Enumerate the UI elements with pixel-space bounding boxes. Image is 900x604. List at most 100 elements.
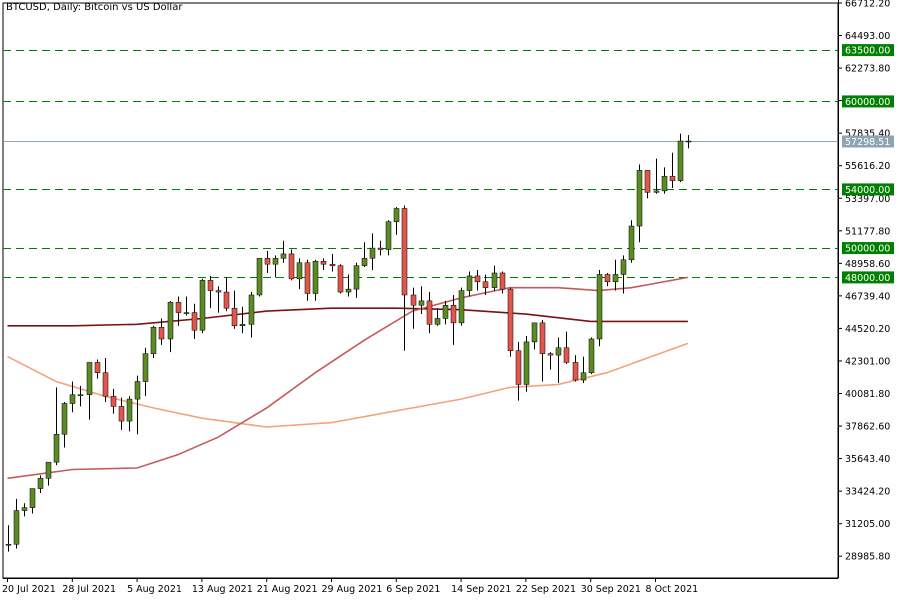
candle xyxy=(61,402,68,448)
candle xyxy=(523,336,530,392)
candle-body xyxy=(150,326,157,354)
candle-body xyxy=(628,225,635,261)
candle-body xyxy=(401,208,408,296)
level-tag-label: 50000.00 xyxy=(845,244,890,255)
candle-body xyxy=(207,280,214,291)
y-tick-label: 66712.20 xyxy=(845,0,890,10)
y-tick-label: 57835.40 xyxy=(845,129,890,140)
chart-title: BTCUSD, Daily: Bitcoin vs US Dollar xyxy=(6,2,183,13)
candle-body xyxy=(555,347,562,356)
candle xyxy=(150,325,157,359)
candle xyxy=(272,255,279,278)
candle-body xyxy=(21,507,28,511)
candle xyxy=(134,375,141,435)
x-tick-label: 8 Oct 2021 xyxy=(646,584,699,595)
ma-fast-line xyxy=(7,276,689,480)
candle-body xyxy=(329,263,336,266)
candle xyxy=(442,300,449,325)
candle xyxy=(312,259,319,301)
y-tick-label: 51177.80 xyxy=(845,226,890,237)
y-tick-label: 42301.00 xyxy=(845,356,890,367)
candle xyxy=(248,292,255,338)
candle xyxy=(110,388,117,414)
x-tick-label: 13 Aug 2021 xyxy=(192,584,253,595)
candle-body xyxy=(86,362,93,395)
candle-body xyxy=(434,318,441,325)
candle xyxy=(304,259,311,301)
candle xyxy=(377,240,384,256)
candle-body xyxy=(256,258,263,296)
candle xyxy=(653,158,660,194)
candle xyxy=(5,525,12,552)
level-tag xyxy=(842,44,894,57)
candle-body xyxy=(142,353,149,382)
candle-body xyxy=(507,288,514,351)
x-tick-label: 6 Sep 2021 xyxy=(386,584,440,595)
candle-body xyxy=(547,353,554,356)
candle-body xyxy=(223,291,230,309)
candle-body xyxy=(369,247,376,259)
candle-body xyxy=(175,302,182,313)
candle-body xyxy=(499,272,506,290)
candle xyxy=(175,296,182,326)
candle xyxy=(231,290,238,329)
candle xyxy=(426,292,433,334)
y-tick-label: 48958.60 xyxy=(845,259,890,270)
y-tick-label: 37862.60 xyxy=(845,422,890,433)
level-tag-label: 63500.00 xyxy=(845,46,890,57)
ma-slow-line xyxy=(7,307,688,327)
candle xyxy=(199,278,206,334)
ma-mid-line xyxy=(7,342,689,428)
candle-body xyxy=(134,381,141,400)
plot-frame xyxy=(2,2,839,579)
candle xyxy=(118,397,125,430)
candle xyxy=(596,270,603,347)
candle-body xyxy=(523,341,530,385)
candle-body xyxy=(280,253,287,259)
level-tag-label: 48000.00 xyxy=(845,273,890,284)
candle-body xyxy=(53,434,60,463)
candle xyxy=(604,272,611,287)
candle-body xyxy=(636,170,643,227)
y-tick-label: 28985.80 xyxy=(845,552,890,563)
candle-body xyxy=(580,372,587,381)
y-tick-label: 40081.80 xyxy=(845,389,890,400)
candle xyxy=(410,287,417,329)
current-price-tag xyxy=(842,135,894,148)
candle-body xyxy=(102,372,109,397)
candle-body xyxy=(215,290,222,293)
candle xyxy=(434,308,441,326)
candle xyxy=(296,258,303,290)
candle xyxy=(94,359,101,379)
candle-body xyxy=(474,275,481,283)
candle xyxy=(126,396,133,432)
level-tag-label: 60000.00 xyxy=(845,97,890,108)
candle-body xyxy=(604,274,611,283)
current-price-label: 57298.51 xyxy=(845,137,890,148)
level-tag xyxy=(842,95,894,108)
candle-body xyxy=(393,208,400,222)
x-tick-label: 29 Aug 2021 xyxy=(322,584,383,595)
candle xyxy=(491,265,498,291)
x-tick-label: 22 Sep 2021 xyxy=(516,584,576,595)
candle-body xyxy=(653,190,660,193)
candle xyxy=(361,242,368,268)
candle-body xyxy=(353,265,360,290)
candle xyxy=(531,322,538,350)
candle-body xyxy=(482,281,489,288)
candle xyxy=(636,164,643,243)
x-tick-label: 30 Sep 2021 xyxy=(581,584,641,595)
x-tick-label: 21 Aug 2021 xyxy=(257,584,318,595)
y-tick-label: 62273.80 xyxy=(845,64,890,75)
candle xyxy=(369,233,376,271)
candle-body xyxy=(531,322,538,343)
candle xyxy=(685,135,692,149)
candle xyxy=(539,319,546,382)
candle-body xyxy=(61,403,68,435)
candle xyxy=(280,240,287,263)
candle xyxy=(21,503,28,517)
candle xyxy=(207,275,214,309)
candle xyxy=(13,498,20,549)
candle xyxy=(555,337,562,383)
